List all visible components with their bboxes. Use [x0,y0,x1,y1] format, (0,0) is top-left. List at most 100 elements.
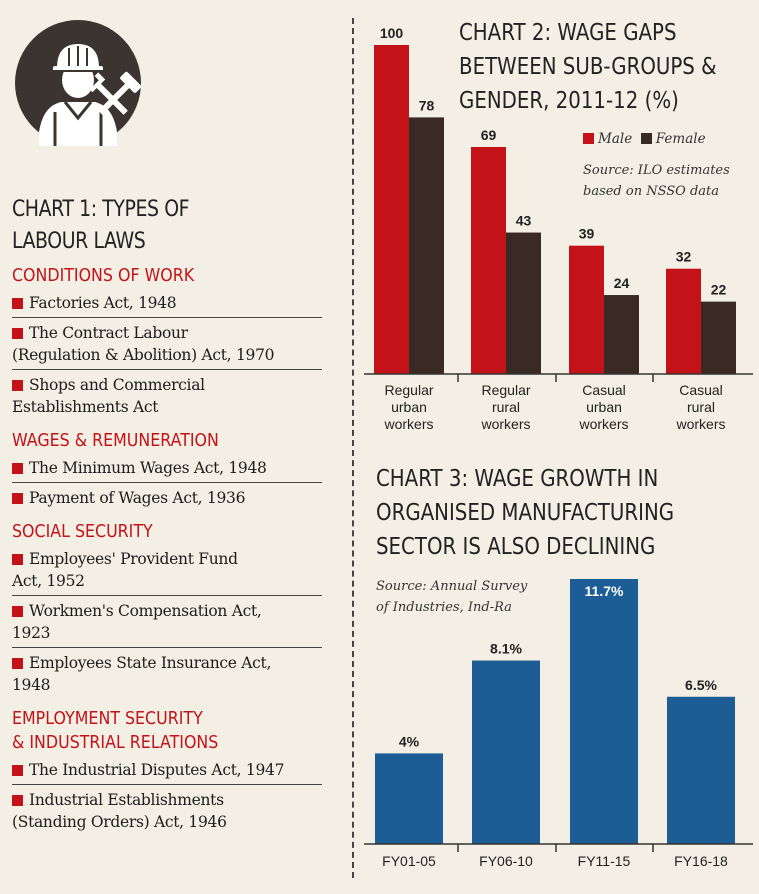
female-legend-swatch [640,133,652,144]
data-label: 22 [711,282,727,298]
chart3-source-line: of Industries, Ind-Ra [376,600,512,615]
bar [472,660,540,844]
category-label: FY16-18 [674,853,728,869]
section-heading-line: EMPLOYMENT SECURITY [12,708,203,729]
legend-label: Female [655,131,706,147]
law-item: Industrial Establishments (Standing Order… [12,785,322,836]
bullet-square-icon [12,463,23,474]
bar-male [569,245,604,374]
data-label: 32 [676,249,692,265]
law-text: Workmen's Compensation Act, [29,602,262,620]
category-label: rural [492,399,520,415]
section-heading: CONDITIONS OF WORK [12,265,195,286]
bullet-square-icon [12,493,23,504]
law-text: Payment of Wages Act, 1936 [29,489,246,507]
column-divider [352,18,354,878]
data-label: 69 [481,127,497,143]
chart3-title: CHART 3: WAGE GROWTH IN ORGANISED MANUFA… [376,462,674,564]
bar [375,753,443,844]
law-text: (Regulation & Abolition) Act, 1970 [12,346,275,364]
category-label: Regular [384,382,433,398]
data-label: 43 [516,213,532,229]
category-label: Casual [679,382,723,398]
data-label: 78 [419,97,435,113]
section-heading-line: & INDUSTRIAL RELATIONS [12,732,219,753]
chart2-legend: Male Female [583,131,706,147]
category-label: FY06-10 [479,853,533,869]
data-label: 6.5% [685,677,717,693]
category-label: Casual [582,382,626,398]
section-heading: WAGES & REMUNERATION [12,430,219,451]
chart1-title: CHART 1: TYPES OF LABOUR LAWS [12,194,296,258]
bar [570,579,638,844]
law-text: The Industrial Disputes Act, 1947 [29,761,285,779]
chart2-title-line: GENDER, 2011-12 (%) [459,88,679,114]
law-item: Employees' Provident Fund Act, 1952 [12,544,322,596]
bullet-square-icon [12,765,23,776]
law-item: The Minimum Wages Act, 1948 [12,453,322,483]
law-text: Act, 1952 [12,572,85,590]
law-text: 1923 [12,624,51,642]
chart3-title-line: CHART 3: WAGE GROWTH IN [376,466,659,492]
law-text: Shops and Commercial [29,376,205,394]
category-label: workers [675,416,725,432]
chart1-title-line: CHART 1: TYPES OF [12,197,190,222]
category-label: FY11-15 [578,853,631,869]
bullet-square-icon [12,658,23,669]
chart2-title-line: CHART 2: WAGE GAPS [459,20,677,46]
law-text: Employees' Provident Fund [29,550,238,568]
law-item: The Contract Labour (Regulation & Aboliti… [12,318,322,370]
data-label: 11.7% [585,583,624,599]
bullet-square-icon [12,795,23,806]
bullet-square-icon [12,328,23,339]
bar-female [604,295,639,374]
law-item: Shops and Commercial Establishments Act [12,370,322,421]
section-heading: SOCIAL SECURITY [12,521,153,542]
law-item: The Industrial Disputes Act, 1947 [12,755,322,785]
law-item: Factories Act, 1948 [12,288,322,318]
bar-male [666,268,701,374]
category-label: FY01-05 [382,853,436,869]
law-text: (Standing Orders) Act, 1946 [12,813,227,831]
category-label: urban [586,399,622,415]
chart3-source: Source: Annual Survey of Industries, Ind… [376,576,527,618]
labour-law-list: CONDITIONS OF WORK Factories Act, 1948 T… [12,264,322,836]
bullet-square-icon [12,298,23,309]
worker-icon [15,20,142,146]
category-label: urban [391,399,427,415]
data-label: 24 [614,275,630,291]
law-item: Employees State Insurance Act, 1948 [12,648,322,699]
data-label: 8.1% [490,641,522,657]
chart3-title-line: SECTOR IS ALSO DECLINING [376,534,656,560]
chart3-source-line: Source: Annual Survey [376,579,528,594]
data-label: 39 [579,226,595,242]
male-legend-swatch [583,133,594,144]
law-text: Factories Act, 1948 [29,294,177,312]
chart2-source-line: based on NSSO data [583,184,720,199]
section-heading: EMPLOYMENT SECURITY & INDUSTRIAL RELATION… [12,707,285,755]
law-text: Employees State Insurance Act, [29,654,272,672]
chart1-title-line: LABOUR LAWS [12,229,146,254]
law-item: Payment of Wages Act, 1936 [12,483,322,512]
data-label: 4% [399,733,420,749]
category-label: workers [578,416,628,432]
category-label: rural [687,399,715,415]
bar-female [506,232,541,374]
bar-female [409,117,444,374]
legend-label: Male [598,131,633,147]
law-text: Industrial Establishments [29,791,224,809]
category-label: Regular [481,382,530,398]
law-text: 1948 [12,676,51,694]
chart3-title-line: ORGANISED MANUFACTURING [376,500,675,526]
law-item: Workmen's Compensation Act, 1923 [12,596,322,648]
bullet-square-icon [12,380,23,391]
chart2-title: CHART 2: WAGE GAPS BETWEEN SUB-GROUPS & … [459,16,717,118]
bar-female [701,301,736,374]
bullet-square-icon [12,554,23,565]
bullet-square-icon [12,606,23,617]
chart2-title-line: BETWEEN SUB-GROUPS & [459,54,717,80]
law-text: The Contract Labour [29,324,188,342]
law-text: Establishments Act [12,398,159,416]
data-label: 100 [380,25,404,41]
bar-male [374,45,409,374]
